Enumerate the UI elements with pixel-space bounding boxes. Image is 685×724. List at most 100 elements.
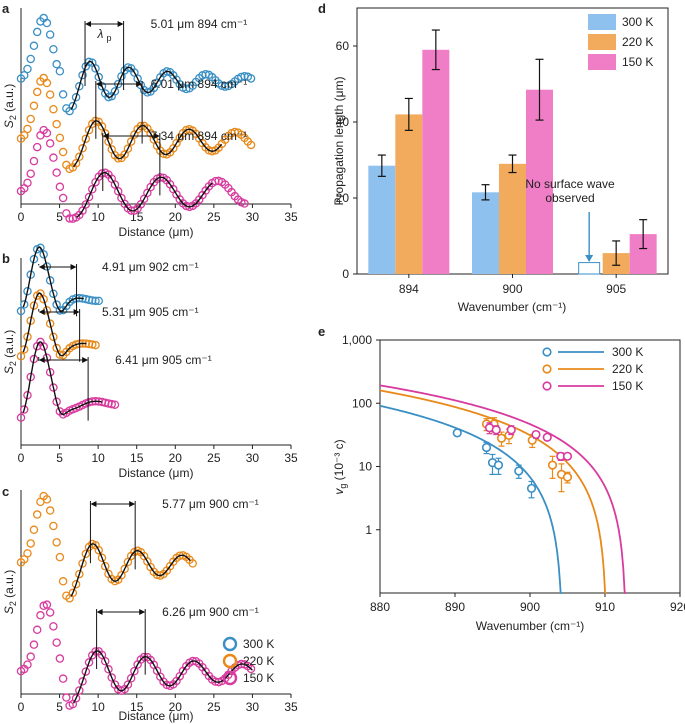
data-point: [52, 343, 61, 353]
data-point: [55, 654, 65, 663]
data-point: [88, 296, 97, 305]
data-point: [97, 122, 107, 131]
data-point: [130, 666, 139, 676]
period-annotation: 6.41 μm 905 cm⁻¹: [115, 353, 212, 367]
panel-e-xlabel: Wavenumber (cm⁻¹): [476, 619, 585, 633]
panel-c-curves: 5.77 μm 900 cm⁻¹ 6.26 μm 900 cm⁻¹: [16, 491, 259, 710]
x-tick-label: 30: [246, 210, 260, 224]
data-point: [52, 168, 61, 177]
x-tick-label: 30: [246, 700, 260, 714]
data-point: [88, 340, 97, 349]
data-point: [246, 140, 256, 150]
x-tick-label: 920: [670, 600, 685, 614]
data-point: [91, 64, 100, 73]
data-point: [26, 169, 35, 178]
data-point: [32, 142, 42, 152]
x-tick-label: 905: [606, 282, 626, 296]
panel-a-ticks: 0 5 10 15 20 25 30 35: [18, 204, 298, 224]
x-tick-label: 25: [207, 700, 221, 714]
data-point: [36, 611, 45, 620]
data-point: [542, 432, 552, 442]
data-point: [91, 296, 100, 306]
data-point: [526, 483, 537, 494]
data-point: [496, 433, 507, 443]
data-point: [39, 294, 48, 304]
data-point: [42, 128, 52, 138]
data-point: [94, 545, 104, 555]
panel-e-frame: [379, 339, 681, 594]
data-point: [240, 199, 249, 208]
data-point: [55, 182, 65, 192]
data-point: [126, 674, 136, 683]
legend-label: 300 K: [243, 637, 274, 651]
period-annotation: 5.31 μm 905 cm⁻¹: [102, 305, 199, 319]
data-point: [97, 553, 107, 563]
data-point: [32, 625, 42, 635]
data-point: [39, 250, 48, 259]
fit-curve: [22, 246, 84, 312]
data-point: [45, 139, 55, 148]
data-point: [29, 525, 39, 535]
data-point: [29, 254, 39, 264]
data-point: [71, 93, 81, 102]
panel-letter-c: c: [2, 484, 9, 499]
data-point: [49, 521, 58, 531]
arrowhead-right: [129, 501, 136, 507]
data-point: [78, 144, 87, 153]
data-point: [81, 549, 91, 559]
data-point: [110, 180, 120, 189]
data-point: [237, 72, 246, 82]
x-tick-label: 900: [520, 600, 540, 614]
arrowhead-right: [117, 21, 124, 27]
bar: [368, 165, 396, 274]
data-point: [26, 54, 35, 64]
data-point: [71, 693, 81, 703]
x-tick-label: 0: [18, 700, 25, 714]
data-point: [23, 286, 32, 296]
x-tick-label: 35: [284, 700, 298, 714]
legend-marker: [222, 636, 238, 652]
panel-letter-d: d: [318, 1, 326, 16]
y-tick-label: 60: [336, 39, 350, 53]
data-point: [84, 192, 94, 202]
x-tick-label: 30: [246, 451, 260, 465]
y-tick-label: 1: [365, 523, 372, 537]
data-point: [246, 74, 256, 83]
arrowhead-left: [38, 357, 45, 363]
data-point: [49, 153, 58, 162]
data-point: [16, 306, 26, 316]
data-point: [42, 78, 52, 88]
data-point: [58, 90, 68, 99]
x-tick-label: 25: [207, 451, 221, 465]
data-point: [29, 301, 39, 310]
y-tick-label: 10: [359, 460, 373, 474]
period-annotation: 6.26 μm 900 cm⁻¹: [162, 605, 259, 619]
arrowhead-left: [95, 81, 102, 87]
data-point: [562, 451, 573, 461]
data-point: [23, 178, 32, 188]
data-point: [188, 559, 197, 568]
lambda-label: λ: [97, 27, 104, 41]
data-point: [107, 673, 116, 682]
data-point: [110, 400, 120, 409]
arrowhead-right: [82, 357, 89, 363]
data-point: [19, 300, 29, 309]
x-tick-label: 5: [56, 451, 63, 465]
data-point: [55, 552, 65, 562]
data-point: [100, 657, 110, 666]
data-point: [29, 41, 39, 51]
data-point: [71, 579, 81, 589]
data-point: [81, 667, 91, 676]
x-tick-label: 20: [169, 700, 183, 714]
data-point: [32, 87, 42, 97]
panel-a-chart: 0 5 10 15 20 25 30 35 5.01 μm 894 cm⁻¹λ p6.01 μm…: [2, 8, 298, 239]
data-point: [78, 559, 87, 568]
arrowhead-right: [73, 309, 80, 315]
panel-a-curves: 5.01 μm 894 cm⁻¹ λ p 6.01 μm 894 cm⁻¹ 7.34 μ…: [16, 13, 256, 223]
data-point: [75, 686, 84, 695]
fit-curve: [72, 650, 253, 704]
data-point: [68, 101, 78, 111]
data-point: [91, 340, 100, 350]
x-tick-label: 5: [56, 700, 63, 714]
